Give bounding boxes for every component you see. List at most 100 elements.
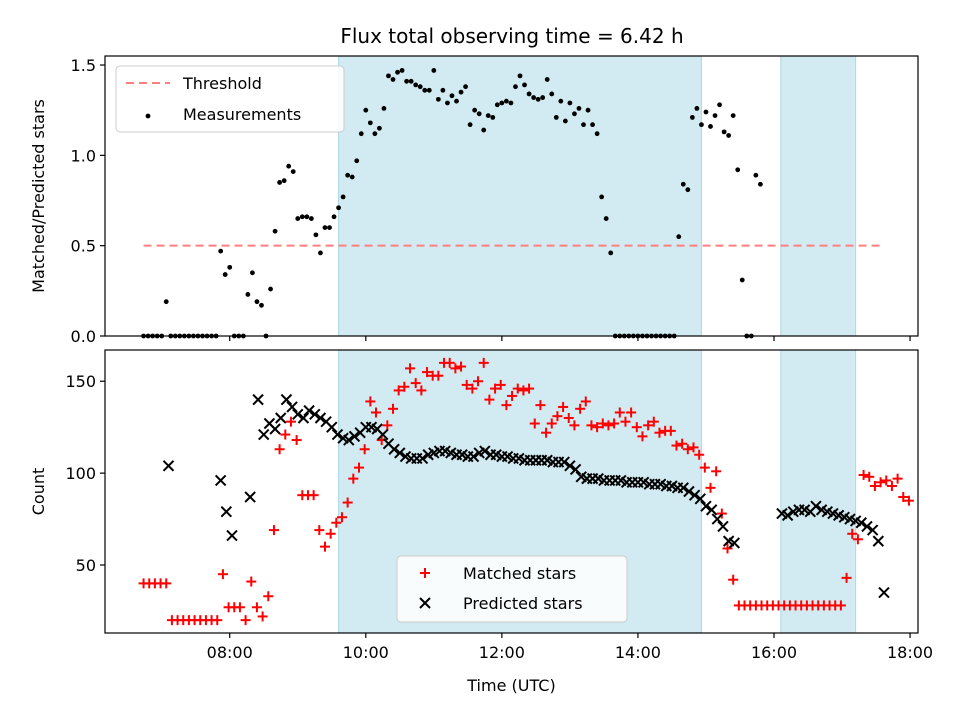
measurement-point [286,163,292,169]
predicted-star-marker [479,445,491,457]
matched-star-marker [841,572,852,583]
matched-star-marker [212,615,223,626]
measurement-point [553,115,559,120]
matched-star-marker [359,444,370,455]
measurement-point [281,178,287,184]
predicted-star-marker [162,460,175,472]
predicted-star-marker [677,482,689,494]
measurement-point [313,232,319,238]
matched-star-marker [285,416,296,427]
matched-star-marker [699,462,710,473]
predicted-star-marker [297,412,310,424]
matched-star-marker [393,385,404,396]
measurement-point [572,111,577,117]
measurement-point [531,95,537,100]
measurement-point [608,250,614,256]
y-axis-label: Matched/Predicted stars [29,99,48,293]
measurement-point [395,69,400,75]
measurement-point [381,105,387,111]
matched-star-marker [161,578,172,589]
matched-star-marker [331,517,342,528]
measurement-point [331,214,337,220]
matched-star-marker [609,418,620,429]
predicted-star-marker [558,456,570,468]
x-tick-label: 14:00 [615,643,661,662]
legend: Matched stars Predicted stars [396,555,628,623]
matched-star-marker [529,418,540,429]
predicted-star-marker [728,537,741,549]
predicted-star-marker [866,524,879,536]
measurement-point [327,225,332,231]
measurement-point [535,96,541,102]
measurement-point [299,214,305,220]
ratio-panel: 0.0 0.5 1.0 1.5 Matched/Predicted stars Thres… [29,55,919,346]
x-axis-label: Time (UTC) [466,676,555,695]
measurement-point [304,214,310,220]
matched-star-marker [886,480,897,491]
measurement-point [454,98,459,104]
matched-star-marker [637,431,648,442]
matched-star-marker [433,370,444,381]
x-tick-label: 08:00 [207,643,253,662]
matched-star-marker [274,444,285,455]
measurement-point [567,100,573,106]
predicted-star-marker [309,408,321,421]
measurement-point [322,225,328,231]
predicted-star-marker [292,408,304,421]
matched-star-marker [620,416,631,427]
measurement-point [517,73,523,79]
matched-star-marker [648,416,659,427]
measurement-point [712,113,718,119]
x-tick-label: 10:00 [343,643,389,662]
matched-star-marker [694,449,705,460]
matched-star-marker [558,401,569,412]
measurement-point [685,187,691,193]
measurement-point [540,95,546,100]
measurement-point [594,131,600,137]
measurement-point [472,107,478,113]
observing-window-span [780,55,857,337]
measurement-point [463,84,468,90]
predicted-star-marker [388,443,400,455]
matched-star-marker [291,435,302,446]
measurement-point [449,93,455,99]
predicted-star-marker [878,586,890,599]
matched-star-marker [705,482,716,493]
measurement-point [277,180,283,185]
measurement-point [318,250,323,256]
legend-box [396,555,628,623]
y-tick-label: 0.0 [71,327,96,346]
predicted-star-marker [416,452,429,465]
predicted-star-marker [683,485,695,498]
matched-star-marker [325,528,336,539]
legend-matched-swatch [420,568,430,578]
predicted-star-marker [781,509,794,522]
measurement-point [435,96,441,102]
measurement-point [703,109,709,115]
measurement-point [590,122,595,128]
measurement-point [422,87,428,93]
observing-window-span [338,55,702,337]
measurement-point [490,115,496,120]
plot-frame [104,55,919,337]
matched-star-marker [484,394,495,405]
matched-star-marker [240,615,251,626]
matched-star-marker [444,357,455,368]
predicted-star-marker [810,500,822,512]
y-tick-label: 1.5 [71,56,96,75]
chart-title: Flux total observing time = 6.42 h [340,24,683,48]
matched-star-marker [631,422,642,433]
measurement-point [431,68,437,73]
measurement-point [757,181,763,187]
legend: Threshold Measurements [115,65,345,133]
matched-star-marker [847,528,858,539]
matched-star-marker [614,407,625,418]
measurement-point [494,102,500,108]
matched-star-marker [473,376,484,387]
measurement-point [272,228,278,234]
measurement-point [739,277,745,283]
matched-star-marker [399,381,410,392]
matched-star-marker [892,473,903,484]
matched-star-marker [353,462,364,473]
